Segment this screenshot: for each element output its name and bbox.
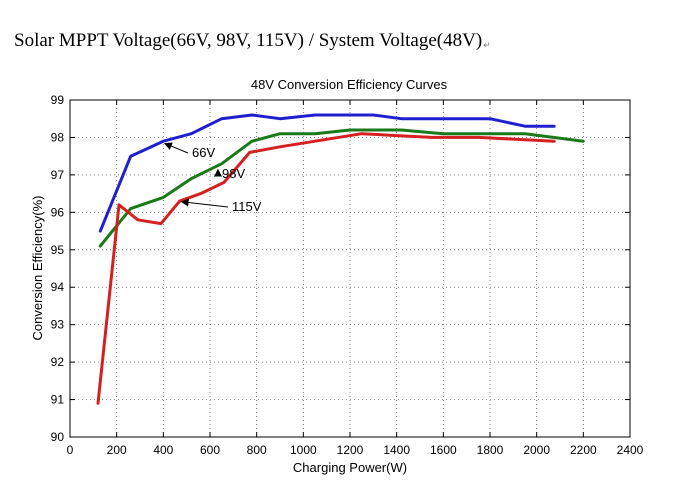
annotation-label-115v: 115V: [232, 199, 262, 214]
x-tick-label: 1000: [290, 443, 317, 457]
annotation-arrow-66v: [163, 142, 189, 154]
chart-title: 48V Conversion Efficiency Curves: [251, 77, 448, 92]
annotation-label-66v: 66V: [192, 145, 215, 160]
y-axis-label: Conversion Efficiency(%): [30, 196, 45, 341]
y-tick-label: 99: [51, 93, 65, 107]
x-tick-label: 200: [107, 443, 127, 457]
paragraph-mark-icon: ↵: [483, 41, 491, 51]
x-tick-label: 400: [153, 443, 173, 457]
series-line-115v: [96, 132, 556, 405]
series-line-66v: [98, 113, 556, 233]
document-heading: Solar MPPT Voltage(66V, 98V, 115V) / Sys…: [14, 30, 491, 52]
x-tick-label: 600: [200, 443, 220, 457]
y-tick-label: 91: [51, 393, 65, 407]
axis-ticks: [69, 99, 631, 438]
y-tick-label: 93: [51, 318, 65, 332]
x-tick-labels: 0 200 400 600 800 1000 1200 1400 1600 1800 2000 220…: [67, 443, 644, 457]
x-tick-label: 1800: [477, 443, 504, 457]
annotation-label-98v: 98V: [222, 166, 245, 181]
y-tick-label: 94: [51, 280, 65, 294]
x-tick-label: 1400: [383, 443, 410, 457]
x-axis-label: Charging Power(W): [293, 460, 407, 475]
series-line-98v: [98, 128, 585, 248]
y-tick-label: 96: [51, 205, 65, 219]
series-annotations: 66V 98V 115V: [163, 142, 262, 214]
x-tick-label: 0: [67, 443, 74, 457]
y-tick-label: 90: [51, 430, 65, 444]
x-tick-label: 2200: [570, 443, 597, 457]
y-tick-label: 92: [51, 355, 65, 369]
grid-lines: [70, 100, 630, 437]
x-tick-label: 2000: [523, 443, 550, 457]
annotation-arrow-115v: [180, 198, 229, 208]
y-tick-label: 95: [51, 243, 65, 257]
y-tick-label: 98: [51, 130, 65, 144]
x-tick-label: 1600: [430, 443, 457, 457]
x-tick-label: 2400: [617, 443, 644, 457]
heading-text: Solar MPPT Voltage(66V, 98V, 115V) / Sys…: [14, 30, 483, 51]
x-tick-label: 1200: [337, 443, 364, 457]
y-tick-label: 97: [51, 168, 65, 182]
x-tick-label: 800: [247, 443, 267, 457]
y-tick-labels: 90 91 92 93 94 95 96 97 98 99: [51, 93, 65, 444]
series-lines: [96, 113, 585, 405]
